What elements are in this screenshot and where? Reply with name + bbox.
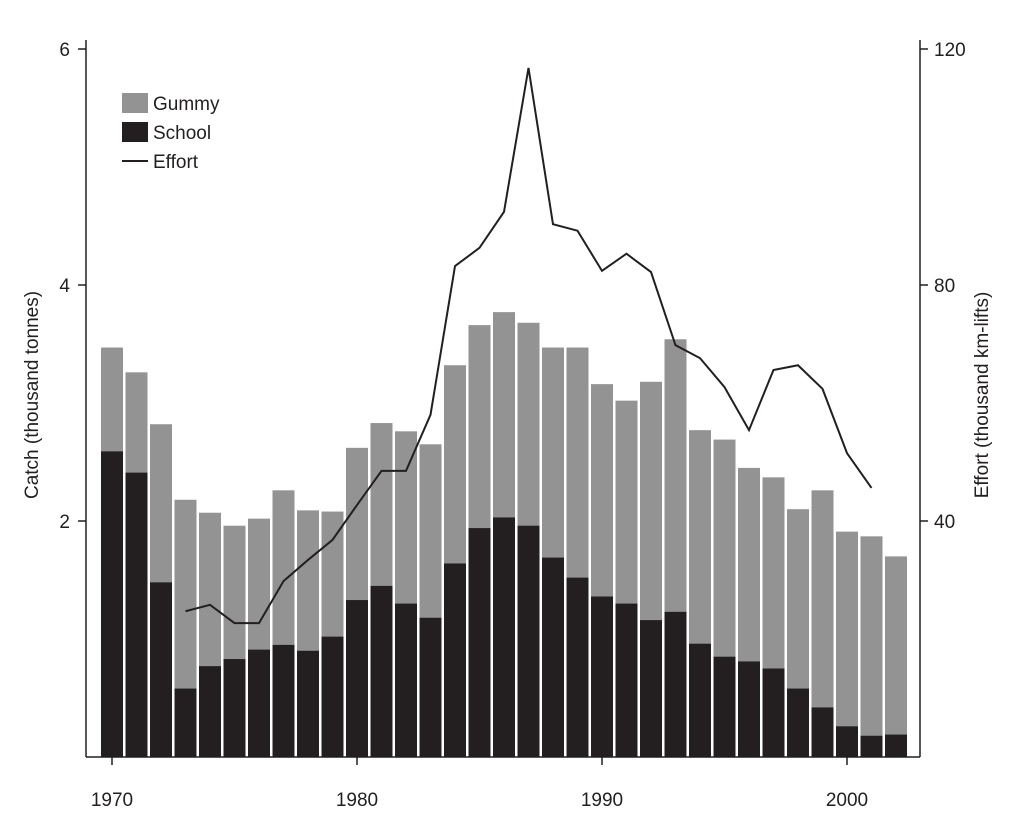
ticks-group: 1970 1980 1990 2000 2 4 6 40 80 120 <box>59 40 965 811</box>
bar-school-1984 <box>444 563 466 757</box>
bar-school-1977 <box>272 644 295 757</box>
bar-school-2002 <box>885 734 907 757</box>
legend-swatch-gummy <box>122 93 148 113</box>
bar-school-1992 <box>640 620 662 757</box>
bar-school-1990 <box>591 596 613 757</box>
bar-school-1983 <box>419 617 442 757</box>
bar-school-1973 <box>174 688 197 757</box>
bar-school-1986 <box>493 517 515 757</box>
y-axis-label: Catch (thousand tonnes) <box>22 291 43 499</box>
bar-school-1970 <box>101 451 123 757</box>
legend-label-effort: Effort <box>153 152 199 173</box>
bar-school-1981 <box>370 585 393 757</box>
bar-school-1985 <box>468 528 491 757</box>
bar-school-1991 <box>615 603 638 757</box>
legend: Gummy School Effort <box>122 93 220 173</box>
bar-school-1972 <box>150 582 172 757</box>
bar-school-2000 <box>836 726 858 757</box>
bar-school-1999 <box>811 707 834 757</box>
y2-tick-label: 40 <box>934 512 955 533</box>
y-tick-label: 4 <box>59 276 70 297</box>
legend-swatch-school <box>122 122 148 142</box>
y2-tick-label: 120 <box>934 40 966 61</box>
y-tick-label: 2 <box>59 512 70 533</box>
bar-school-1971 <box>125 472 148 757</box>
x-tick-label: 1990 <box>581 790 623 811</box>
bar-school-1994 <box>689 643 711 757</box>
bar-school-1989 <box>566 577 589 757</box>
bar-school-1993 <box>664 611 687 757</box>
x-tick-label: 1980 <box>336 790 378 811</box>
bar-gummy-2002 <box>885 556 907 757</box>
bar-school-1979 <box>321 636 344 757</box>
bar-school-1980 <box>346 600 368 757</box>
y2-tick-label: 80 <box>934 276 955 297</box>
bar-gummy-2001 <box>860 536 883 757</box>
bar-school-1998 <box>787 688 809 757</box>
bar-gummy-2000 <box>836 531 858 757</box>
bar-school-2001 <box>860 735 883 757</box>
bar-school-1995 <box>713 656 736 757</box>
bar-school-1996 <box>738 661 760 757</box>
y2-axis-label: Effort (thousand km-lifts) <box>972 292 993 499</box>
bar-school-1987 <box>517 525 540 757</box>
x-tick-label: 1970 <box>91 790 133 811</box>
y-tick-label: 6 <box>59 40 70 61</box>
bar-school-1978 <box>297 650 319 757</box>
bar-gummy-1999 <box>811 490 834 757</box>
bars-group <box>101 312 907 757</box>
bar-school-1982 <box>395 603 417 757</box>
effort-line <box>185 67 873 625</box>
bar-school-1976 <box>248 649 270 757</box>
bar-school-1988 <box>542 557 564 757</box>
x-tick-label: 2000 <box>826 790 868 811</box>
legend-label-gummy: Gummy <box>153 94 220 115</box>
bar-school-1974 <box>199 666 221 757</box>
legend-label-school: School <box>153 123 211 144</box>
bar-school-1997 <box>762 668 785 757</box>
bar-school-1975 <box>223 659 246 757</box>
